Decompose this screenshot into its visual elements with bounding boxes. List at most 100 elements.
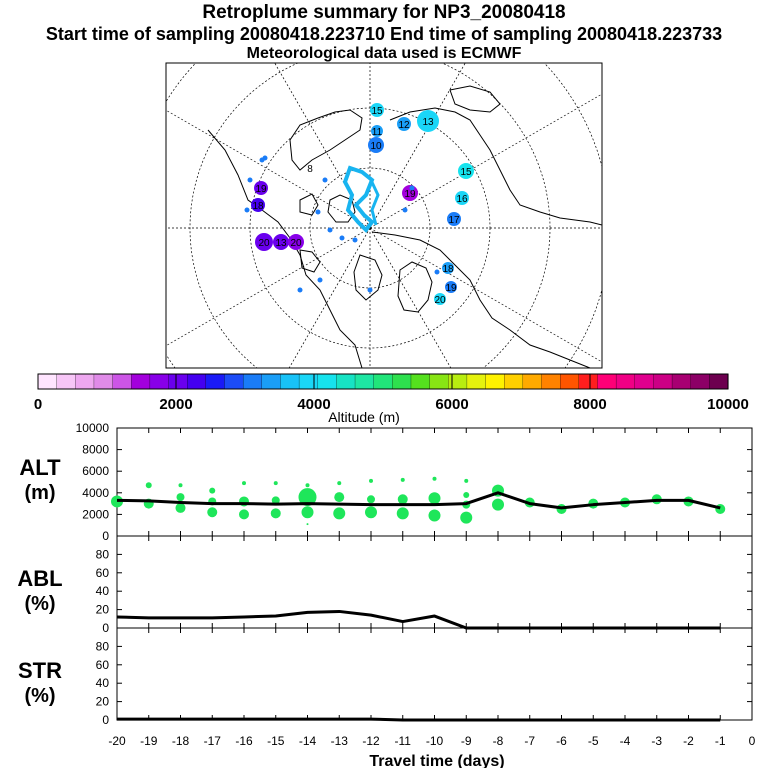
- altitude-cluster-point: [242, 481, 246, 485]
- map-small-marker: [340, 236, 345, 241]
- map-small-marker: [353, 238, 358, 243]
- colorbar-swatch: [224, 374, 243, 389]
- altitude-cluster-point: [179, 483, 183, 487]
- panel-str: 020406080STR(%): [18, 628, 752, 727]
- panel-ylabel: STR: [18, 658, 62, 683]
- x-tick-label: -7: [524, 734, 535, 748]
- map-small-marker: [248, 178, 253, 183]
- colorbar-swatch: [542, 374, 561, 389]
- altitude-cluster-point: [433, 477, 437, 481]
- y-tick-label: 80: [96, 639, 110, 653]
- x-tick-label: -13: [331, 734, 349, 748]
- altitude-cluster-point: [146, 482, 152, 488]
- x-tick-label: -15: [267, 734, 285, 748]
- series-line: [117, 719, 720, 720]
- x-tick-label: -3: [651, 734, 662, 748]
- map-day-label: 16: [456, 194, 468, 205]
- colorbar-swatch: [579, 374, 598, 389]
- colorbar-swatch: [374, 374, 393, 389]
- panel-ylabel: ABL: [17, 566, 62, 591]
- colorbar-swatch: [280, 374, 299, 389]
- altitude-cluster-point: [177, 493, 185, 501]
- map-small-marker: [403, 208, 408, 213]
- map-small-marker: [368, 288, 373, 293]
- panel-yunit: (%): [24, 685, 55, 707]
- y-tick-label: 20: [96, 603, 110, 617]
- colorbar-swatch: [411, 374, 430, 389]
- y-tick-label: 6000: [82, 464, 109, 478]
- colorbar: 0 2000 4000 6000 8000 10000 Altitude (m): [34, 374, 749, 425]
- map-day-label: 18: [442, 264, 454, 275]
- x-tick-label: -11: [395, 734, 412, 748]
- map-day-label: 15: [460, 167, 472, 178]
- colorbar-swatch: [131, 374, 150, 389]
- altitude-cluster-point: [463, 492, 469, 498]
- map-small-marker: [323, 178, 328, 183]
- map-day-label: 19: [445, 283, 457, 294]
- y-tick-label: 40: [96, 676, 110, 690]
- x-tick-label: -1: [715, 734, 726, 748]
- x-tick-label: -10: [426, 734, 444, 748]
- y-tick-label: 20: [96, 695, 110, 709]
- map-day-label: 12: [398, 120, 410, 131]
- y-tick-label: 60: [96, 566, 110, 580]
- colorbar-swatch: [355, 374, 374, 389]
- map-day-label: 13: [422, 117, 434, 128]
- altitude-cluster-point: [307, 523, 309, 525]
- colorbar-swatch: [430, 374, 449, 389]
- colorbar-tick-label: 0: [34, 396, 42, 413]
- map-small-marker: [435, 270, 440, 275]
- panel-ylabel: ALT: [19, 455, 61, 480]
- x-tick-label: -17: [204, 734, 222, 748]
- panel-abl: 020406080ABL(%): [17, 536, 752, 635]
- colorbar-swatch: [243, 374, 262, 389]
- altitude-cluster-point: [274, 481, 278, 485]
- panel-frame: [117, 536, 752, 628]
- colorbar-tick-label: 4000: [297, 396, 330, 413]
- altitude-cluster-point: [209, 488, 215, 494]
- map-frame: [166, 63, 602, 368]
- colorbar-label: Altitude (m): [328, 409, 400, 425]
- colorbar-swatch: [75, 374, 94, 389]
- series-line: [117, 493, 720, 508]
- colorbar-swatch: [709, 374, 728, 389]
- x-tick-label: -4: [620, 734, 631, 748]
- altitude-cluster-point: [492, 499, 504, 511]
- y-tick-label: 0: [102, 529, 109, 543]
- map-day-label: 17: [448, 215, 460, 226]
- altitude-cluster-point: [369, 479, 373, 483]
- altitude-cluster-point: [333, 507, 345, 519]
- map-day-label: 10: [370, 141, 382, 152]
- x-tick-label: -16: [235, 734, 253, 748]
- x-tick-label: -19: [140, 734, 158, 748]
- colorbar-swatch: [318, 374, 337, 389]
- altitude-cluster-point: [207, 507, 217, 517]
- panel-yunit: (%): [24, 593, 55, 615]
- y-tick-label: 0: [102, 621, 109, 635]
- altitude-cluster-point: [367, 495, 375, 503]
- map-day-label: 19: [255, 184, 267, 195]
- map-small-marker: [263, 156, 268, 161]
- colorbar-swatch: [262, 374, 281, 389]
- altitude-cluster-point: [460, 512, 472, 524]
- map-small-marker: [328, 228, 333, 233]
- retroplume-figure: 1513121110151617181920191820 13 20198 0 200…: [0, 0, 768, 768]
- colorbar-swatch: [150, 374, 169, 389]
- series-line: [117, 611, 720, 628]
- colorbar-swatch: [504, 374, 523, 389]
- x-tick-label: -14: [299, 734, 317, 748]
- map-small-marker: [316, 210, 321, 215]
- altitude-cluster-point: [302, 506, 314, 518]
- colorbar-swatch: [113, 374, 132, 389]
- colorbar-tick-label: 8000: [573, 396, 606, 413]
- colorbar-tick-label: 2000: [159, 396, 192, 413]
- panel-yunit: (m): [24, 482, 55, 504]
- map-small-marker: [318, 278, 323, 283]
- map-day-label: 18: [252, 201, 264, 212]
- altitude-cluster-point: [429, 492, 441, 504]
- y-tick-label: 0: [102, 713, 109, 727]
- colorbar-swatch: [467, 374, 486, 389]
- map-small-marker: [410, 186, 415, 191]
- panel-alt: 0 2000 4000 6000 8000 10000 ALT(m): [19, 421, 752, 543]
